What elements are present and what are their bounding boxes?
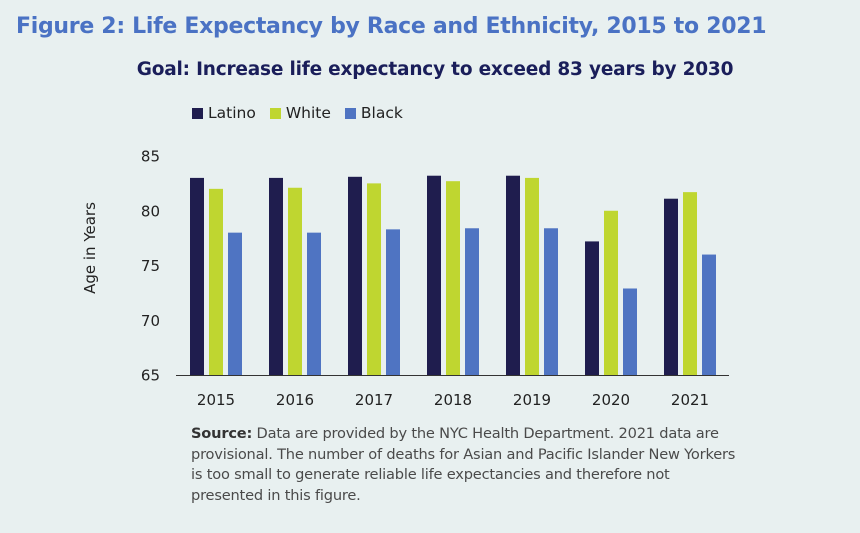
bar-black-2016 xyxy=(307,232,321,375)
legend-item-white: White xyxy=(269,104,331,122)
source-label: Source: xyxy=(191,425,253,442)
bar-white-2021 xyxy=(683,192,697,375)
bar-latino-2018 xyxy=(427,175,441,375)
bar-black-2021 xyxy=(702,254,716,375)
legend-label-black: Black xyxy=(360,104,403,122)
chart-title: Goal: Increase life expectancy to exceed… xyxy=(136,59,734,80)
x-tick-label: 2017 xyxy=(355,391,393,409)
y-tick-label: 85 xyxy=(141,148,160,166)
chart-legend: Latino White Black xyxy=(192,104,403,122)
bar-white-2015 xyxy=(209,188,223,375)
bar-latino-2017 xyxy=(348,176,362,375)
bar-black-2017 xyxy=(386,229,400,375)
legend-label-white: White xyxy=(285,104,331,122)
bar-white-2017 xyxy=(367,183,381,375)
legend-swatch-black xyxy=(344,107,356,119)
x-tick-label: 2021 xyxy=(671,391,709,409)
legend-swatch-latino xyxy=(192,107,203,119)
bar-white-2016 xyxy=(288,187,302,375)
bar-latino-2015 xyxy=(190,177,204,375)
x-tick-label: 2019 xyxy=(513,391,551,409)
bar-black-2015 xyxy=(228,232,242,375)
bar-latino-2021 xyxy=(664,198,678,375)
bar-latino-2016 xyxy=(269,177,283,375)
source-note: Source: Data are provided by the NYC Hea… xyxy=(191,424,736,506)
bar-black-2018 xyxy=(465,228,479,375)
bar-black-2019 xyxy=(544,228,558,375)
source-text: Data are provided by the NYC Health Depa… xyxy=(191,425,736,504)
y-tick-label: 75 xyxy=(141,257,160,275)
legend-label-latino: Latino xyxy=(208,104,256,122)
y-tick-label: 70 xyxy=(141,312,160,330)
x-tick-label: 2018 xyxy=(434,391,472,409)
y-axis-label: Age in Years xyxy=(81,202,99,294)
legend-item-latino: Latino xyxy=(192,104,256,122)
bar-white-2019 xyxy=(525,177,539,375)
figure-title: Figure 2: Life Expectancy by Race and Et… xyxy=(16,14,767,39)
legend-swatch-white xyxy=(269,107,281,119)
y-tick-label: 80 xyxy=(141,202,160,220)
bar-white-2018 xyxy=(446,181,460,375)
x-tick-label: 2020 xyxy=(592,391,630,409)
bar-latino-2019 xyxy=(506,175,520,375)
legend-item-black: Black xyxy=(344,104,403,122)
bar-black-2020 xyxy=(623,288,637,375)
x-tick-label: 2016 xyxy=(276,391,314,409)
x-tick-label: 2015 xyxy=(197,391,235,409)
bar-latino-2020 xyxy=(585,241,599,375)
y-tick-label: 65 xyxy=(141,367,160,385)
bar-white-2020 xyxy=(604,210,618,375)
